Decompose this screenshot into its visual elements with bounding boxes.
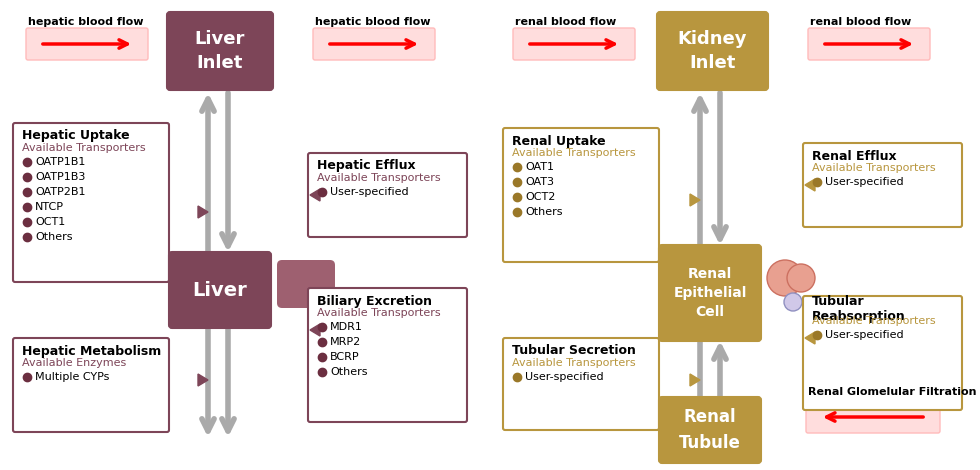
Text: Tubular Secretion: Tubular Secretion (512, 345, 636, 358)
Text: MDR1: MDR1 (330, 322, 363, 332)
Text: Renal Glomelular Filtration: Renal Glomelular Filtration (808, 387, 976, 397)
FancyBboxPatch shape (806, 401, 940, 433)
Text: Multiple CYPs: Multiple CYPs (35, 372, 110, 382)
Text: Hepatic Uptake: Hepatic Uptake (22, 130, 129, 142)
FancyBboxPatch shape (169, 252, 271, 328)
FancyBboxPatch shape (308, 153, 467, 237)
Text: OCT1: OCT1 (35, 217, 66, 227)
Text: Available Transporters: Available Transporters (812, 316, 936, 326)
Text: User-specified: User-specified (825, 330, 904, 340)
FancyBboxPatch shape (13, 338, 169, 432)
Text: Available Transporters: Available Transporters (512, 358, 636, 368)
Text: OCT2: OCT2 (525, 192, 556, 202)
Text: Liver
Inlet: Liver Inlet (195, 30, 245, 72)
Polygon shape (198, 206, 208, 218)
Text: User-specified: User-specified (525, 372, 604, 382)
Text: Biliary Excretion: Biliary Excretion (317, 295, 432, 307)
FancyBboxPatch shape (808, 28, 930, 60)
FancyBboxPatch shape (803, 296, 962, 410)
Text: Tubular
Reabsorption: Tubular Reabsorption (812, 295, 906, 323)
Circle shape (784, 293, 802, 311)
Text: Renal Uptake: Renal Uptake (512, 134, 606, 148)
Text: Kidney
Inlet: Kidney Inlet (678, 30, 748, 72)
Text: OAT3: OAT3 (525, 177, 554, 187)
FancyBboxPatch shape (803, 143, 962, 227)
Text: User-specified: User-specified (330, 187, 409, 197)
Polygon shape (310, 324, 320, 336)
Text: Others: Others (525, 207, 563, 217)
Text: Available Transporters: Available Transporters (22, 143, 146, 153)
Text: renal blood flow: renal blood flow (810, 17, 911, 27)
Text: Available Transporters: Available Transporters (812, 163, 936, 173)
Text: OATP2B1: OATP2B1 (35, 187, 85, 197)
FancyBboxPatch shape (13, 123, 169, 282)
Text: Others: Others (330, 367, 368, 377)
Text: Renal
Epithelial
Cell: Renal Epithelial Cell (673, 266, 747, 320)
Text: Renal Efflux: Renal Efflux (812, 149, 897, 163)
Circle shape (787, 264, 815, 292)
Polygon shape (690, 194, 700, 206)
Polygon shape (310, 189, 320, 201)
Text: NTCP: NTCP (35, 202, 64, 212)
Text: BCRP: BCRP (330, 352, 360, 362)
FancyBboxPatch shape (308, 288, 467, 422)
FancyBboxPatch shape (659, 397, 761, 463)
Text: User-specified: User-specified (825, 177, 904, 187)
Text: Hepatic Efflux: Hepatic Efflux (317, 159, 416, 172)
FancyBboxPatch shape (503, 128, 659, 262)
Text: Renal
Tubule: Renal Tubule (679, 408, 741, 452)
Text: Available Transporters: Available Transporters (317, 308, 441, 318)
FancyBboxPatch shape (657, 12, 768, 90)
Text: Available Transporters: Available Transporters (317, 173, 441, 183)
Text: Hepatic Metabolism: Hepatic Metabolism (22, 345, 162, 358)
Polygon shape (805, 179, 815, 191)
FancyBboxPatch shape (513, 28, 635, 60)
Text: OATP1B1: OATP1B1 (35, 157, 85, 167)
Text: Liver: Liver (193, 281, 247, 299)
FancyBboxPatch shape (277, 260, 335, 308)
Text: OATP1B3: OATP1B3 (35, 172, 85, 182)
Text: Available Enzymes: Available Enzymes (22, 358, 126, 368)
FancyBboxPatch shape (503, 338, 659, 430)
FancyBboxPatch shape (659, 245, 761, 341)
Polygon shape (198, 374, 208, 386)
Polygon shape (805, 332, 815, 344)
Text: hepatic blood flow: hepatic blood flow (315, 17, 430, 27)
Text: MRP2: MRP2 (330, 337, 362, 347)
Polygon shape (690, 374, 700, 386)
FancyBboxPatch shape (313, 28, 435, 60)
FancyBboxPatch shape (167, 12, 273, 90)
Text: hepatic blood flow: hepatic blood flow (28, 17, 143, 27)
FancyBboxPatch shape (26, 28, 148, 60)
Text: Others: Others (35, 232, 73, 242)
Circle shape (767, 260, 803, 296)
Text: renal blood flow: renal blood flow (515, 17, 616, 27)
Text: OAT1: OAT1 (525, 162, 554, 172)
Text: Available Transporters: Available Transporters (512, 148, 636, 158)
